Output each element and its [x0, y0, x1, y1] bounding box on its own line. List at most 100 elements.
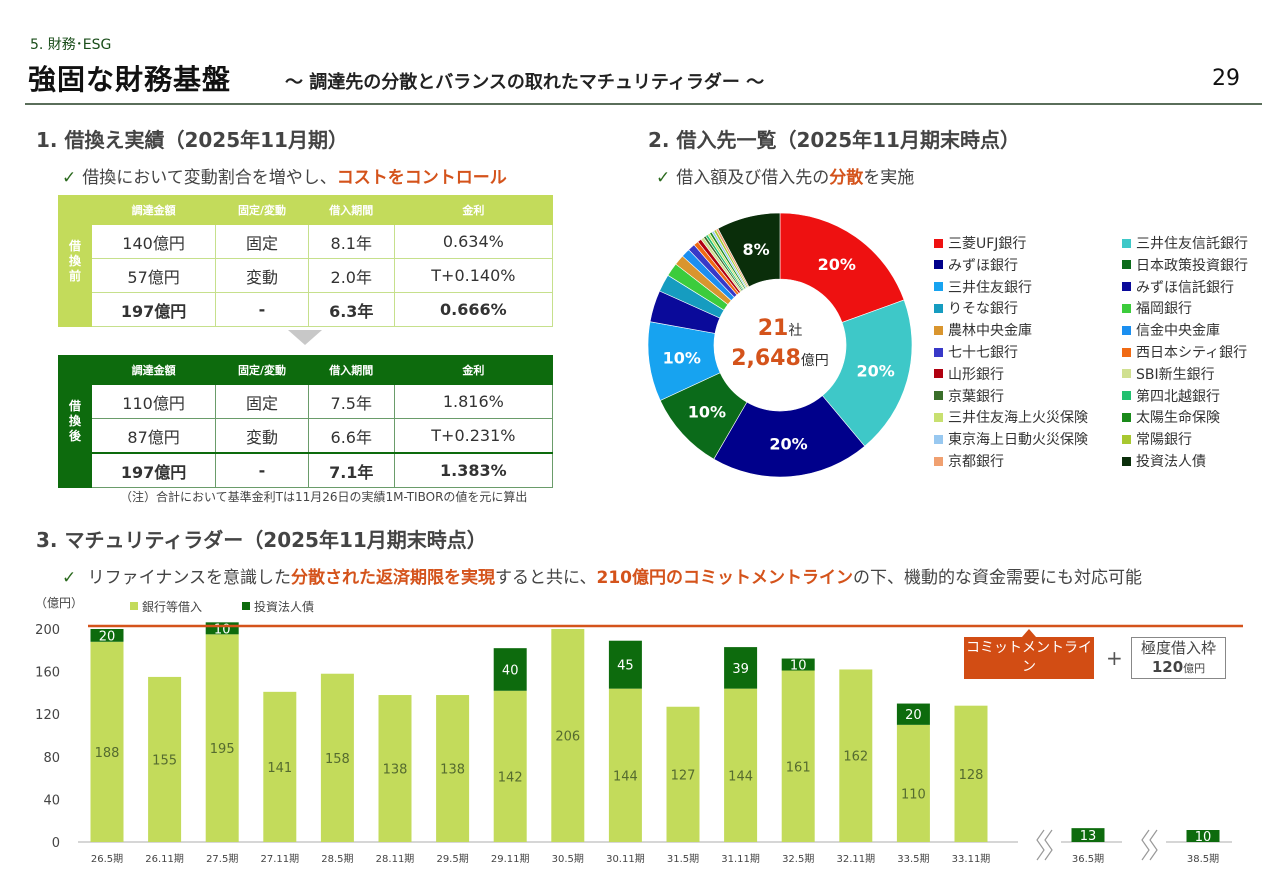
bar-value-label: 188 — [95, 746, 120, 761]
cell: 197億円 — [90, 292, 217, 327]
x-tick-label: 29.5期 — [436, 853, 468, 865]
donut-slice-label: 10% — [663, 349, 701, 368]
commitment-label: コミットメントライン — [966, 640, 1092, 675]
x-tick-label: 33.5期 — [897, 853, 929, 865]
legend-swatch — [1122, 282, 1131, 292]
legend-item: 農林中央金庫 — [934, 320, 1032, 340]
bar-value-label: 39 — [732, 662, 749, 677]
cell: 110億円 — [90, 384, 217, 419]
bar-value-label: 138 — [440, 763, 465, 778]
lender-count: 21 — [757, 316, 789, 341]
table-row: 57億円 変動 2.0年 T+0.140% — [59, 258, 554, 293]
legend-item: SBI新生銀行 — [1122, 364, 1215, 384]
legend-item: 東京海上日動火災保険 — [934, 429, 1088, 449]
donut-slice-label: 8% — [742, 240, 769, 259]
plus-sign: + — [1106, 646, 1123, 670]
legend-item: 七十七銀行 — [934, 342, 1018, 362]
axis-break-icon — [1149, 829, 1158, 861]
legend-item: 三井住友信託銀行 — [1122, 233, 1248, 253]
legend-swatch — [1122, 434, 1131, 444]
bar-value-label: 10 — [1195, 830, 1212, 845]
total-borrowing: 2,648 — [731, 346, 801, 371]
table-after-refinance: 借換後 調達金額 固定/変動 借入期間 金利 110億円 固定 7.5年 1.8… — [58, 355, 554, 488]
bar-bank-loan — [436, 695, 470, 842]
bullet-text: リファイナンスを意識した — [87, 568, 291, 588]
legend-label: 三井住友銀行 — [948, 279, 1032, 296]
legend-item: みずほ信託銀行 — [1122, 277, 1234, 297]
bullet-text: 借入額及び借入先の — [676, 168, 830, 188]
x-tick-label: 30.5期 — [552, 853, 584, 865]
table-total-row: 197億円 - 7.1年 1.383% — [59, 452, 554, 488]
table-footnote: （注）合計において基準金利Tは11月26日の実績1M-TIBORの値を元に算出 — [120, 490, 528, 504]
table-before-refinance: 借換前 調達金額 固定/変動 借入期間 金利 140億円 固定 8.1年 0.6… — [58, 195, 554, 327]
legend-swatch — [934, 369, 943, 379]
x-tick-label: 27.5期 — [206, 853, 238, 865]
table-header-row: 借換後 調達金額 固定/変動 借入期間 金利 — [58, 355, 554, 488]
table-total-row: 197億円 - 6.3年 0.666% — [59, 292, 554, 327]
bar-bank-loan — [493, 690, 527, 842]
legend-swatch — [1122, 412, 1131, 422]
bar-value-label: 20 — [905, 708, 922, 723]
bar-value-label: 141 — [267, 761, 292, 776]
section1-bullet: ✓ 借換において変動割合を増やし、コストをコントロール — [62, 163, 507, 188]
legend-swatch — [934, 412, 943, 422]
legend-swatch — [1122, 260, 1131, 270]
y-tick-label: 160 — [35, 666, 60, 681]
legend-item: 三井住友銀行 — [934, 277, 1032, 297]
y-tick-label: 120 — [35, 708, 60, 723]
table-row: 110億円 固定 7.5年 1.816% — [59, 384, 554, 419]
legend-item: 福岡銀行 — [1122, 298, 1192, 318]
legend-label: みずほ信託銀行 — [1136, 279, 1234, 296]
donut-slice-label: 20% — [856, 362, 894, 381]
borrowing-limit-box: 極度借入枠 120億円 — [1131, 637, 1226, 679]
title-divider — [25, 103, 1262, 105]
limit-unit: 億円 — [1183, 662, 1206, 675]
cell: 6.6年 — [307, 418, 395, 454]
axis-break-icon — [1036, 829, 1045, 861]
check-icon: ✓ — [656, 168, 671, 188]
bar-bank-loan — [724, 688, 758, 842]
cell: - — [215, 292, 309, 327]
cell: 7.5年 — [307, 384, 395, 419]
bar-value-label: 158 — [325, 752, 350, 767]
bar-value-label: 162 — [843, 750, 868, 765]
bar-bond — [1186, 830, 1220, 842]
bar-bank-loan — [263, 691, 297, 842]
legend-label: 三井住友信託銀行 — [1136, 236, 1248, 252]
legend-swatch — [934, 391, 943, 401]
bar-value-label: 144 — [728, 769, 753, 784]
legend-label: 第四北越銀行 — [1136, 388, 1220, 405]
cell: T+0.140% — [393, 258, 554, 293]
section1-heading: 1. 借換え実績（2025年11月期） — [36, 128, 348, 152]
page-subtitle: ～ 調達先の分散とバランスの取れたマチュリティラダー ～ — [285, 72, 765, 93]
legend-label: 信金中央金庫 — [1136, 323, 1220, 340]
bar-value-label: 142 — [498, 770, 523, 785]
legend-label: 常陽銀行 — [1136, 432, 1192, 449]
legend-item: 京都銀行 — [934, 451, 1004, 471]
x-tick-label: 26.11期 — [145, 853, 184, 865]
y-tick-label: 200 — [35, 623, 60, 638]
legend-swatch — [1122, 456, 1131, 466]
legend-swatch — [1122, 391, 1131, 401]
legend-label: 七十七銀行 — [948, 345, 1018, 361]
x-tick-label: 26.5期 — [91, 853, 123, 865]
bar-value-label: 155 — [152, 753, 177, 768]
legend-swatch — [934, 282, 943, 292]
legend-label: 東京海上日動火災保険 — [948, 432, 1088, 449]
legend-label: 農林中央金庫 — [948, 323, 1032, 340]
y-tick-label: 80 — [43, 751, 60, 766]
table-header-row: 借換前 調達金額 固定/変動 借入期間 金利 — [58, 195, 554, 327]
commitment-line-callout: コミットメントライン 210億円 — [964, 637, 1094, 695]
legend-swatch — [934, 347, 943, 357]
legend-item: 常陽銀行 — [1122, 429, 1192, 449]
bar-bond — [781, 658, 815, 671]
legend-swatch — [934, 325, 943, 335]
donut-center-label: 21社 2,648億円 — [715, 315, 845, 375]
col-header: 固定/変動 — [215, 355, 309, 385]
commitment-unit: 億円 — [1033, 681, 1056, 694]
cell: 1.383% — [393, 452, 554, 488]
col-header: 調達金額 — [90, 195, 217, 225]
bar-value-label: 10 — [790, 659, 807, 674]
section3-heading: 3. マチュリティラダー（2025年11月期末時点） — [36, 528, 487, 552]
x-tick-label: 28.11期 — [376, 853, 415, 865]
